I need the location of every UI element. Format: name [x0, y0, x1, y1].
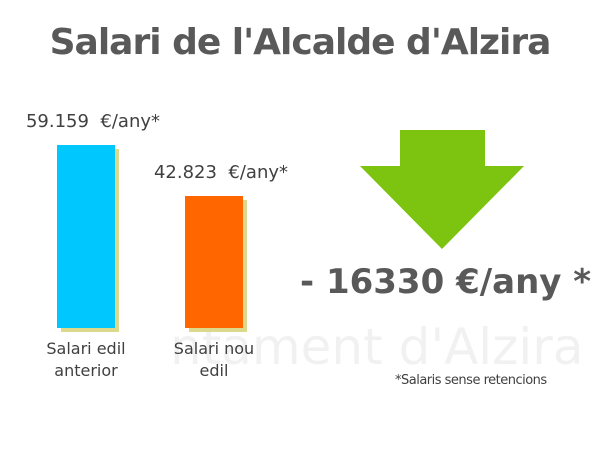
bar [185, 195, 243, 328]
annotation: - 16330 €/any * [300, 262, 592, 302]
category-label: Salari nou edil [173, 339, 255, 380]
down-arrow [360, 130, 524, 249]
chart-title: Salari de l'Alcalde d'Alzira [49, 22, 552, 63]
footnote: *Salaris sense retencions [395, 373, 547, 388]
value-label: 59.159 €/any* [25, 111, 161, 132]
category-label: Salari edil anterior [46, 339, 126, 380]
watermark: ntament d'Alzira [170, 318, 584, 376]
bar [57, 145, 115, 328]
value-label: 42.823 €/any* [153, 161, 289, 183]
